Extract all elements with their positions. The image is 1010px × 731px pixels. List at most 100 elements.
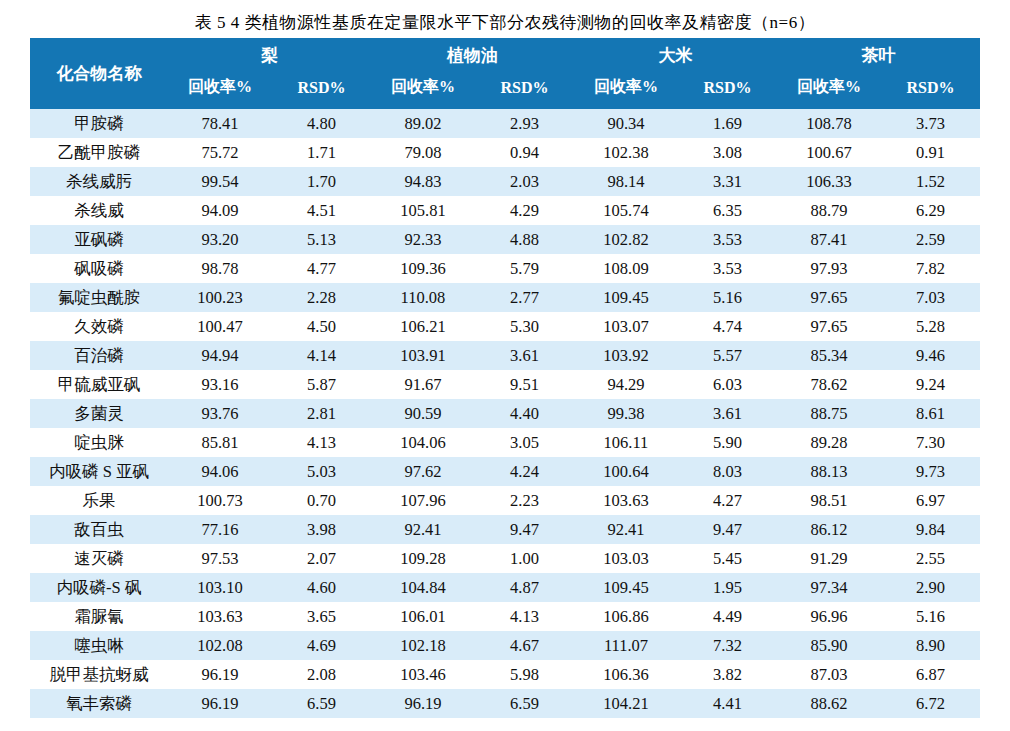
value-cell: 99.54: [168, 167, 272, 196]
value-cell: 5.45: [678, 544, 777, 573]
value-cell: 103.46: [371, 660, 475, 689]
value-cell: 109.28: [371, 544, 475, 573]
value-cell: 109.45: [574, 573, 678, 602]
value-cell: 9.84: [881, 515, 980, 544]
value-cell: 77.16: [168, 515, 272, 544]
value-cell: 5.87: [272, 370, 371, 399]
value-cell: 4.77: [272, 254, 371, 283]
value-cell: 97.65: [777, 312, 881, 341]
table-row: 乙酰甲胺磷 75.72 1.71 79.08 0.94 102.38 3.08 …: [30, 138, 980, 167]
compound-name: 噻虫啉: [30, 631, 168, 660]
value-cell: 5.28: [881, 312, 980, 341]
value-cell: 2.59: [881, 225, 980, 254]
group-header-rice: 大米: [574, 38, 777, 72]
value-cell: 3.61: [475, 341, 574, 370]
value-cell: 3.53: [678, 225, 777, 254]
value-cell: 97.93: [777, 254, 881, 283]
value-cell: 4.29: [475, 196, 574, 225]
value-cell: 5.79: [475, 254, 574, 283]
compound-name: 甲胺磷: [30, 109, 168, 138]
value-cell: 93.16: [168, 370, 272, 399]
group-header-vegetable-oil: 植物油: [371, 38, 574, 72]
compound-name: 亚砜磷: [30, 225, 168, 254]
compound-name: 多菌灵: [30, 399, 168, 428]
value-cell: 90.59: [371, 399, 475, 428]
value-cell: 1.95: [678, 573, 777, 602]
compound-name: 内吸磷-S 砜: [30, 573, 168, 602]
value-cell: 106.86: [574, 602, 678, 631]
value-cell: 89.02: [371, 109, 475, 138]
value-cell: 2.08: [272, 660, 371, 689]
compound-name: 内吸磷 S 亚砜: [30, 457, 168, 486]
value-cell: 4.14: [272, 341, 371, 370]
sub-header-row: 回收率% RSD% 回收率% RSD% 回收率% RSD% 回收率% RSD%: [30, 72, 980, 109]
column-header-compound: 化合物名称: [30, 38, 168, 109]
value-cell: 106.33: [777, 167, 881, 196]
value-cell: 98.51: [777, 486, 881, 515]
subheader-rsd-vegetable-oil: RSD%: [475, 72, 574, 109]
value-cell: 103.63: [574, 486, 678, 515]
value-cell: 9.73: [881, 457, 980, 486]
value-cell: 86.12: [777, 515, 881, 544]
value-cell: 0.94: [475, 138, 574, 167]
value-cell: 8.61: [881, 399, 980, 428]
value-cell: 105.81: [371, 196, 475, 225]
value-cell: 92.41: [371, 515, 475, 544]
value-cell: 0.91: [881, 138, 980, 167]
table-title: 表 5 4 类植物源性基质在定量限水平下部分农残待测物的回收率及精密度（n=6）: [0, 0, 1010, 34]
table-row: 百治磷 94.94 4.14 103.91 3.61 103.92 5.57 8…: [30, 341, 980, 370]
table-row: 多菌灵 93.76 2.81 90.59 4.40 99.38 3.61 88.…: [30, 399, 980, 428]
value-cell: 97.62: [371, 457, 475, 486]
table-row: 杀线威肟 99.54 1.70 94.83 2.03 98.14 3.31 10…: [30, 167, 980, 196]
value-cell: 111.07: [574, 631, 678, 660]
value-cell: 4.49: [678, 602, 777, 631]
value-cell: 3.98: [272, 515, 371, 544]
value-cell: 4.69: [272, 631, 371, 660]
value-cell: 103.03: [574, 544, 678, 573]
value-cell: 102.38: [574, 138, 678, 167]
value-cell: 104.06: [371, 428, 475, 457]
value-cell: 85.81: [168, 428, 272, 457]
value-cell: 6.87: [881, 660, 980, 689]
value-cell: 2.81: [272, 399, 371, 428]
value-cell: 110.08: [371, 283, 475, 312]
value-cell: 9.46: [881, 341, 980, 370]
value-cell: 75.72: [168, 138, 272, 167]
table-row: 氧丰索磷 96.19 6.59 96.19 6.59 104.21 4.41 8…: [30, 689, 980, 718]
table-row: 乐果 100.73 0.70 107.96 2.23 103.63 4.27 9…: [30, 486, 980, 515]
compound-name: 霜脲氰: [30, 602, 168, 631]
value-cell: 9.47: [678, 515, 777, 544]
compound-name: 百治磷: [30, 341, 168, 370]
value-cell: 5.90: [678, 428, 777, 457]
value-cell: 6.59: [475, 689, 574, 718]
value-cell: 94.06: [168, 457, 272, 486]
value-cell: 6.35: [678, 196, 777, 225]
value-cell: 4.50: [272, 312, 371, 341]
value-cell: 93.76: [168, 399, 272, 428]
value-cell: 103.92: [574, 341, 678, 370]
compound-name: 敌百虫: [30, 515, 168, 544]
value-cell: 7.03: [881, 283, 980, 312]
table-row: 甲硫威亚砜 93.16 5.87 91.67 9.51 94.29 6.03 7…: [30, 370, 980, 399]
value-cell: 4.13: [475, 602, 574, 631]
value-cell: 96.19: [168, 689, 272, 718]
value-cell: 100.47: [168, 312, 272, 341]
compound-name: 久效磷: [30, 312, 168, 341]
compound-name: 砜吸磷: [30, 254, 168, 283]
value-cell: 97.34: [777, 573, 881, 602]
value-cell: 103.07: [574, 312, 678, 341]
table-row: 久效磷 100.47 4.50 106.21 5.30 103.07 4.74 …: [30, 312, 980, 341]
table-row: 脱甲基抗蚜威 96.19 2.08 103.46 5.98 106.36 3.8…: [30, 660, 980, 689]
table-row: 砜吸磷 98.78 4.77 109.36 5.79 108.09 3.53 9…: [30, 254, 980, 283]
subheader-recovery-pear: 回收率%: [168, 72, 272, 109]
value-cell: 97.53: [168, 544, 272, 573]
value-cell: 4.88: [475, 225, 574, 254]
value-cell: 4.80: [272, 109, 371, 138]
value-cell: 4.13: [272, 428, 371, 457]
value-cell: 107.96: [371, 486, 475, 515]
compound-name: 杀线威: [30, 196, 168, 225]
value-cell: 5.13: [272, 225, 371, 254]
table-row: 内吸磷 S 亚砜 94.06 5.03 97.62 4.24 100.64 8.…: [30, 457, 980, 486]
compound-name: 氟啶虫酰胺: [30, 283, 168, 312]
value-cell: 4.87: [475, 573, 574, 602]
